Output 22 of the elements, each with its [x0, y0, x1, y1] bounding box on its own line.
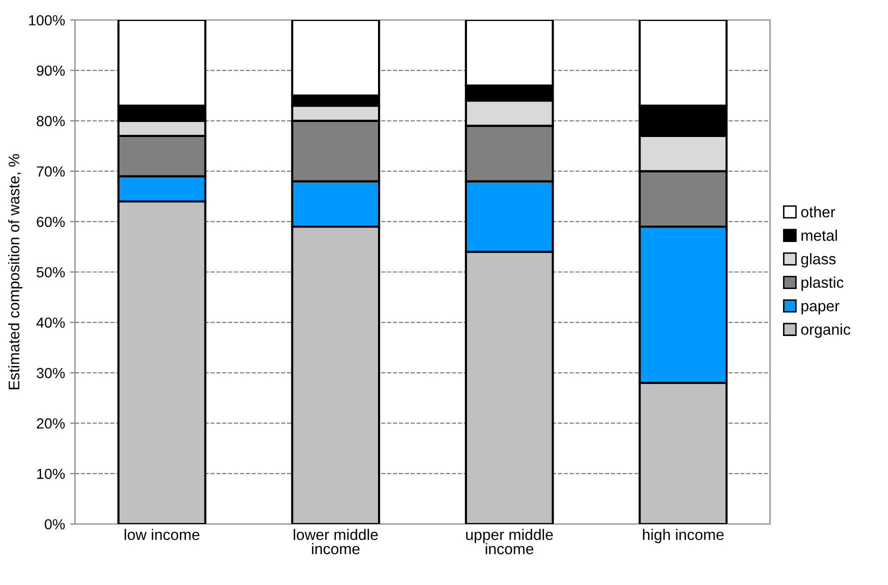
y-tick-label: 10% [37, 468, 65, 480]
y-tick-label: 90% [36, 66, 65, 76]
x-tick-label: high income [643, 528, 724, 544]
y-tick-label: 50% [36, 267, 65, 278]
y-tick-label: 30% [36, 368, 65, 378]
y-tick-label: 100% [29, 15, 65, 26]
y-tick-label: 40% [36, 318, 65, 328]
y-tick-label: 60% [36, 216, 65, 228]
y-tick-label: 80% [36, 116, 65, 126]
legend-label: glass [801, 253, 836, 268]
legend-label: metal [802, 230, 837, 241]
legend-label: plastic [802, 276, 844, 291]
legend-label: organic [801, 324, 850, 338]
legend-label: other [801, 206, 836, 218]
x-tick-label: upper middle income [466, 528, 553, 554]
legend-label: paper [802, 303, 840, 314]
y-axis-title: Estimated composition of waste, % [8, 154, 22, 390]
y-tick-label: 20% [36, 418, 65, 429]
y-tick-label: 0% [44, 519, 65, 530]
y-tick-label: 70% [36, 166, 65, 177]
x-tick-label: lower middle income [294, 528, 378, 554]
x-tick-label: low income [124, 528, 200, 540]
